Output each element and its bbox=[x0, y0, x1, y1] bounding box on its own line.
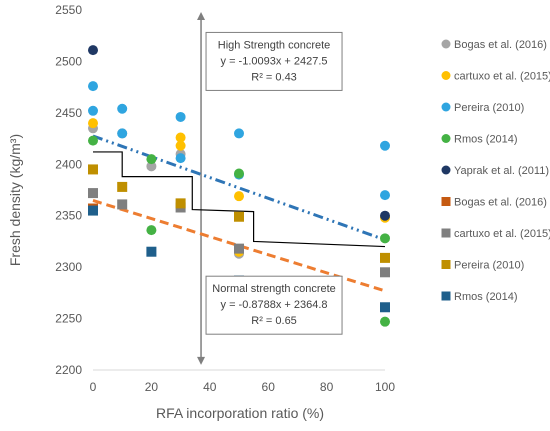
legend-label: Pereira (2010) bbox=[454, 102, 524, 114]
y-tick-label: 2400 bbox=[55, 157, 82, 171]
data-point bbox=[88, 164, 98, 175]
equation-text: Normal strength concrete bbox=[212, 283, 336, 295]
data-point bbox=[380, 302, 390, 313]
arrow-head-top bbox=[197, 12, 206, 21]
x-tick-label: 40 bbox=[203, 380, 217, 394]
data-point bbox=[88, 118, 98, 129]
data-point bbox=[234, 243, 244, 254]
equation-box-frame bbox=[205, 275, 343, 335]
data-point bbox=[88, 105, 98, 116]
legend-label: Bogas et al. (2016) bbox=[454, 39, 547, 51]
data-point bbox=[380, 140, 390, 151]
equation-text: High Strength concrete bbox=[218, 39, 331, 51]
data-point bbox=[175, 153, 186, 164]
axes: 0 20 40 60 80 100 2200 2250 2300 2350 2400 2450 250… bbox=[7, 3, 395, 421]
equation-box: Normal strength concrete y = -0.8788x + 2… bbox=[205, 275, 343, 335]
x-tick-label: 100 bbox=[375, 380, 395, 394]
y-axis-title: Fresh density (kg/m³) bbox=[7, 134, 23, 266]
data-point bbox=[88, 135, 98, 146]
data-point bbox=[88, 81, 98, 92]
data-point bbox=[234, 168, 244, 179]
y-tick-label: 2250 bbox=[55, 312, 82, 326]
data-point bbox=[380, 210, 390, 221]
x-tick-label: 20 bbox=[145, 380, 159, 394]
y-tick-label: 2450 bbox=[55, 106, 82, 120]
data-point bbox=[117, 181, 128, 192]
legend: Bogas et al. (2016) cartuxo et al. (2015)… bbox=[441, 39, 550, 303]
data-point bbox=[380, 267, 390, 278]
legend-label: cartuxo et al. (2015) bbox=[454, 71, 550, 83]
data-point bbox=[380, 190, 390, 201]
legend-label: Yaprak et al. (2011) bbox=[454, 165, 549, 177]
legend-label: cartuxo et al. (2015) bbox=[454, 228, 550, 240]
x-tick-label: 80 bbox=[320, 380, 334, 394]
y-ticks: 2200 2250 2300 2350 2400 2450 2500 2550 bbox=[55, 3, 82, 377]
data-point bbox=[88, 188, 98, 199]
data-point bbox=[175, 111, 186, 122]
legend-marker bbox=[441, 71, 451, 80]
data-point bbox=[146, 246, 157, 257]
legend-label: Pereira (2010) bbox=[454, 260, 524, 272]
data-point bbox=[88, 45, 98, 56]
legend-marker bbox=[441, 39, 451, 49]
legend-marker bbox=[441, 102, 451, 112]
data-point bbox=[380, 233, 390, 244]
data-point bbox=[117, 199, 128, 210]
data-point bbox=[117, 128, 128, 139]
step-line bbox=[93, 151, 386, 248]
equation-text: y = -0.8788x + 2364.8 bbox=[221, 299, 328, 311]
legend-marker bbox=[441, 134, 451, 143]
trendline bbox=[92, 134, 386, 242]
x-axis-title: RFA incorporation ratio (%) bbox=[156, 405, 324, 421]
x-ticks: 0 20 40 60 80 100 bbox=[90, 380, 396, 394]
x-tick-label: 60 bbox=[262, 380, 276, 394]
data-point bbox=[380, 252, 390, 263]
data-point bbox=[175, 198, 186, 209]
data-point bbox=[175, 140, 186, 151]
data-point bbox=[146, 225, 157, 236]
data-point bbox=[234, 128, 244, 139]
legend-marker bbox=[441, 291, 451, 301]
equation-text: R² = 0.43 bbox=[251, 71, 297, 83]
plot-area: High Strength concrete y = -1.0093x + 242… bbox=[88, 12, 390, 365]
data-point bbox=[175, 132, 186, 143]
data-point bbox=[117, 103, 128, 114]
legend-marker bbox=[441, 228, 451, 238]
equation-box-frame bbox=[205, 31, 343, 91]
legend-marker bbox=[441, 197, 451, 206]
equation-text: y = -1.0093x + 2427.5 bbox=[221, 55, 328, 67]
data-point bbox=[146, 161, 157, 172]
data-point bbox=[88, 205, 98, 216]
legend-marker bbox=[441, 260, 451, 269]
x-tick-label: 0 bbox=[90, 380, 97, 394]
legend-label: Bogas et al. (2016) bbox=[454, 197, 547, 209]
arrow-head-bottom bbox=[197, 356, 206, 365]
equation-text: R² = 0.65 bbox=[251, 315, 297, 327]
data-point bbox=[146, 154, 157, 165]
legend-label: Rmos (2014) bbox=[454, 134, 518, 146]
y-tick-label: 2350 bbox=[55, 209, 82, 223]
y-tick-label: 2300 bbox=[55, 260, 82, 274]
data-point bbox=[234, 211, 244, 222]
y-tick-label: 2500 bbox=[55, 54, 82, 68]
equation-box: High Strength concrete y = -1.0093x + 242… bbox=[205, 31, 343, 91]
y-tick-label: 2200 bbox=[55, 363, 82, 377]
legend-label: Rmos (2014) bbox=[454, 291, 518, 303]
data-point bbox=[380, 316, 390, 327]
data-point bbox=[234, 191, 244, 202]
legend-marker bbox=[441, 165, 451, 175]
y-tick-label: 2550 bbox=[55, 3, 82, 17]
